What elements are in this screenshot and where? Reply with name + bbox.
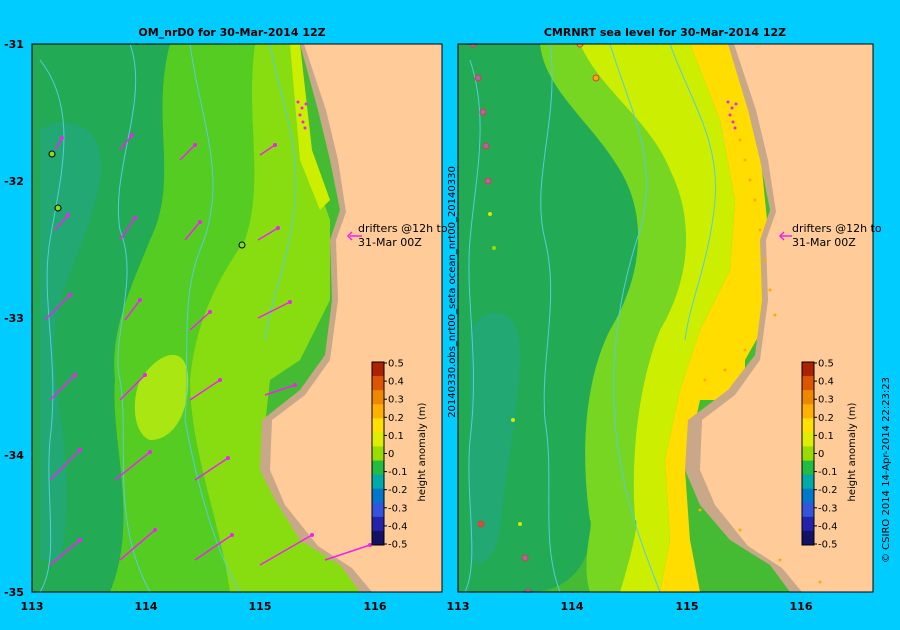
colorbar-swatch [802, 502, 814, 518]
right-mid-anomaly-band [540, 44, 687, 592]
y-tick-label: -35 [4, 586, 24, 599]
x-tick-label-left: 113 [21, 600, 44, 613]
right-drifter-note-line1: drifters @12h to [792, 222, 882, 235]
left-map-title: OM_nrD0 for 30-Mar-2014 12Z [138, 26, 325, 39]
right-side-label: 20140330.obs_nrt00_seta ocean_nrt00_2014… [447, 166, 458, 418]
right-map-frame [457, 43, 874, 593]
right-colorbar-label: height anomaly (m) [847, 402, 858, 501]
colorbar-swatch [802, 530, 814, 546]
colorbar-tick-label: 0.1 [388, 431, 404, 442]
colorbar-tick-label: -0.2 [818, 485, 838, 496]
y-tick-label: -31 [4, 38, 24, 51]
right-map-panel[interactable]: CMRNRT sea level for 30-Mar-2014 12Z [447, 26, 882, 595]
colorbar-tick-label: 0.4 [818, 377, 834, 388]
x-tick-label-left: 114 [135, 600, 158, 613]
left-colorbar-label: height anomaly (m) [417, 402, 428, 501]
colorbar-tick-label: -0.4 [388, 521, 408, 532]
colorbar-swatch [372, 446, 384, 462]
left-drifter-note-line1: drifters @12h to [358, 222, 448, 235]
colorbar-swatch [372, 376, 384, 391]
y-tick-label: -34 [4, 449, 24, 462]
colorbar-tick-label: 0.5 [388, 359, 404, 370]
colorbar-tick-label: 0.2 [818, 413, 834, 424]
colorbar-swatch [372, 432, 384, 447]
colorbar-swatch [372, 362, 384, 377]
y-tick-label: -33 [4, 312, 24, 325]
colorbar-tick-label: 0.4 [388, 377, 404, 388]
colorbar-swatch [372, 404, 384, 419]
left-observation-points [48, 150, 246, 249]
right-drifter-annotation: drifters @12h to 31-Mar 00Z [778, 222, 882, 249]
left-drifter-note-line2: 31-Mar 00Z [358, 236, 422, 249]
colorbar-swatch [372, 516, 384, 532]
map-axes: 113 113 114 114 115 115 116 116 -31 -32 -33 -34 -35 [4, 38, 813, 613]
right-colorbar: 0.5 0.4 0.3 0.2 0.1 0 -0.1 -0.2 -0.3 -0.4 -0.5 hei… [801, 359, 858, 551]
colorbar-swatch [372, 474, 384, 490]
colorbar-swatch [802, 376, 814, 391]
left-colorbar: 0.5 0.4 0.3 0.2 0.1 0 -0.1 -0.2 -0.3 -0.4 -0.5 hei… [371, 359, 428, 551]
colorbar-swatch [802, 390, 814, 405]
x-tick-label-right: 113 [447, 600, 470, 613]
colorbar-tick-label: -0.1 [818, 467, 838, 478]
colorbar-swatch [372, 460, 384, 476]
right-positive-anomaly-band [580, 44, 735, 592]
colorbar-tick-label: 0 [388, 449, 394, 460]
colorbar-swatch [802, 446, 814, 462]
colorbar-tick-label: -0.3 [388, 503, 408, 514]
right-very-low-anomaly-patch [470, 312, 520, 564]
colorbar-tick-label: -0.1 [388, 467, 408, 478]
left-drifter-track [296, 100, 308, 130]
colorbar-tick-label: -0.4 [818, 521, 838, 532]
x-tick-label-right: 116 [790, 600, 813, 613]
colorbar-swatch [372, 418, 384, 433]
y-tick-label: -32 [4, 175, 24, 188]
colorbar-swatch [372, 530, 384, 546]
left-coastal-high-anomaly [290, 44, 330, 210]
colorbar-swatch [802, 432, 814, 447]
colorbar-swatch [802, 460, 814, 476]
colorbar-swatch [802, 516, 814, 532]
right-sample-dots [698, 138, 822, 584]
x-tick-label-left: 115 [249, 600, 272, 613]
left-very-low-anomaly-patch [40, 122, 102, 560]
colorbar-swatch [372, 488, 384, 504]
colorbar-tick-label: 0.2 [388, 413, 404, 424]
right-drifter-note-line2: 31-Mar 00Z [792, 236, 856, 249]
left-isobath-lines [39, 44, 297, 592]
left-shelf-anomaly-band [190, 44, 360, 592]
colorbar-tick-label: -0.3 [818, 503, 838, 514]
left-map-frame [31, 43, 443, 593]
colorbar-swatch [372, 502, 384, 518]
colorbar-swatch [802, 418, 814, 433]
colorbar-tick-label: 0 [818, 449, 824, 460]
left-land-mass [270, 44, 442, 592]
colorbar-swatch [802, 474, 814, 490]
right-observation-points [469, 44, 600, 592]
x-tick-label-right: 115 [676, 600, 699, 613]
left-arrow-heads [60, 133, 372, 547]
colorbar-tick-label: -0.5 [388, 540, 408, 551]
colorbar-tick-label: 0.1 [818, 431, 834, 442]
left-drifter-annotation: drifters @12h to 31-Mar 00Z [346, 222, 448, 249]
left-map-panel[interactable]: OM_nrD0 for 30-Mar-2014 12Z [31, 26, 448, 593]
x-tick-label-left: 116 [364, 600, 387, 613]
left-high-anomaly-patch [134, 354, 189, 440]
colorbar-tick-label: 0.5 [818, 359, 834, 370]
colorbar-swatch [802, 488, 814, 504]
colorbar-tick-label: -0.2 [388, 485, 408, 496]
colorbar-tick-label: 0.3 [818, 395, 834, 406]
right-drifter-track [726, 100, 738, 130]
x-tick-label-right: 114 [561, 600, 584, 613]
colorbar-swatch [802, 404, 814, 419]
colorbar-swatch [802, 362, 814, 377]
right-map-title: CMRNRT sea level for 30-Mar-2014 12Z [544, 26, 786, 39]
credit-label: © CSIRO 2014 14-Apr-2014 22:23:23 [881, 377, 892, 563]
colorbar-tick-label: -0.5 [818, 540, 838, 551]
colorbar-tick-label: 0.3 [388, 395, 404, 406]
right-isobath-lines [464, 44, 717, 592]
left-current-arrows [44, 134, 371, 566]
right-land-mass [700, 44, 873, 592]
colorbar-swatch [372, 390, 384, 405]
